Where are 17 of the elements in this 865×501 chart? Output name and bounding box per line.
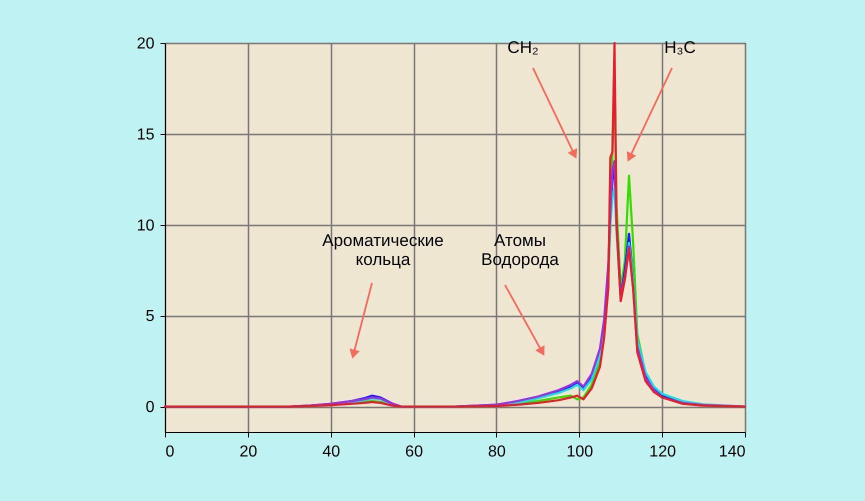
x-tick-label: 120 xyxy=(649,444,676,460)
annotation: CH₂ xyxy=(507,38,539,57)
y-tick-label: 10 xyxy=(136,217,155,234)
x-tick-label: 100 xyxy=(566,444,594,460)
x-tick-label: 40 xyxy=(322,444,340,460)
annotation: Ароматические кольца xyxy=(322,231,444,269)
annotation: Атомы Водорода xyxy=(481,231,560,269)
y-tick-label: 15 xyxy=(136,126,155,144)
x-tick-label: 60 xyxy=(405,444,424,460)
annotation: H₃C xyxy=(664,38,696,57)
x-tick-label: 20 xyxy=(239,444,258,460)
y-tick-label: 5 xyxy=(146,308,155,326)
x-tick-label: 80 xyxy=(488,444,506,460)
y-tick-label: 0 xyxy=(146,399,155,416)
y-tick-label: 20 xyxy=(136,36,155,52)
x-tick-label: 0 xyxy=(166,444,174,460)
x-tick-label: 140 xyxy=(718,444,746,460)
